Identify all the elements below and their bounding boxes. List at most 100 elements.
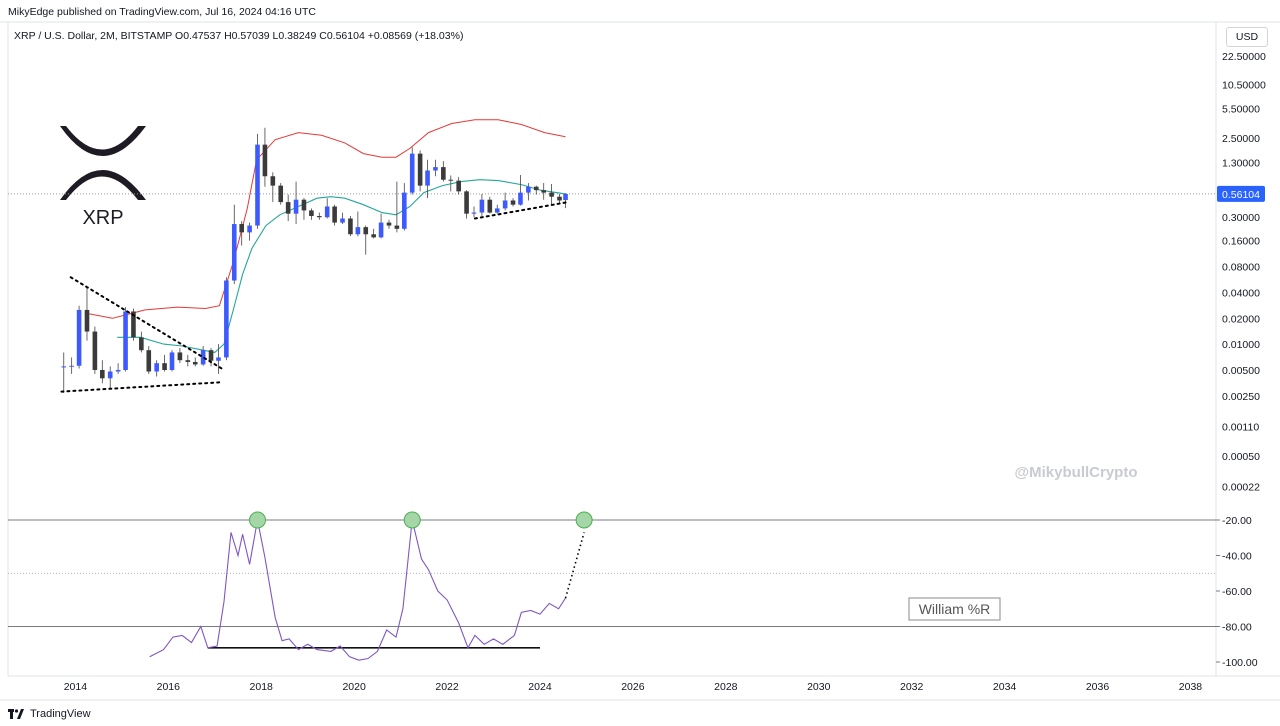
current-price-label: 0.56104 [1222,189,1260,201]
watermark: @MikybullCrypto [1015,464,1138,481]
candle-body [456,180,461,192]
candle-body [433,167,438,171]
williams-tick-label: -80.00 [1222,622,1252,634]
candle-body [69,365,74,367]
candle-body [123,311,128,370]
time-tick-label: 2034 [993,681,1017,693]
price-tick-label: 0.00022 [1222,482,1260,494]
candle-body [76,309,82,366]
candle-body [162,363,167,370]
time-tick-label: 2014 [64,681,88,693]
time-tick-label: 2016 [157,681,181,693]
time-tick-label: 2022 [435,681,459,693]
candle-body [115,369,121,372]
candle-body [216,357,221,361]
candle-body [309,210,314,217]
support-2022-2024-trendline [473,201,569,220]
candle-body [471,212,477,214]
candle-body [92,331,98,370]
candle-body [231,224,237,281]
williams-plot [8,511,1216,661]
price-tick-label: 2.50000 [1222,133,1260,145]
candle-body [262,144,268,177]
candle-body [502,200,508,209]
candle-body [285,202,291,214]
xrp-logo-text: XRP [82,207,123,229]
xrp-logo-icon [60,126,146,200]
williams-r-line [149,519,566,661]
price-tick-label: 0.04000 [1222,287,1260,299]
candle-body [107,371,113,379]
candle-body [340,218,345,223]
candle-body [541,190,547,193]
symbol-info: XRP / U.S. Dollar, 2M, BITSTAMP O0.47537… [14,30,464,42]
time-tick-label: 2036 [1086,681,1110,693]
williams-projection [564,532,585,599]
candle-body [464,191,469,214]
price-tick-label: 0.02000 [1222,313,1260,325]
candle-body [169,352,175,370]
williams-label-box: William %R [908,597,1001,621]
williams-tick-label: -40.00 [1222,551,1252,563]
tradingview-icon [8,709,24,719]
price-tick-label: 22.50000 [1222,51,1266,63]
price-tick-label: 0.00050 [1222,451,1260,463]
candle-body [255,144,260,226]
candle-body [378,222,384,238]
candle-body [100,369,105,379]
candle-body [316,216,322,218]
candle-body [487,199,493,213]
publisher-line: MikyEdge published on TradingView.com, J… [8,6,316,18]
time-tick-label: 2032 [900,681,924,693]
currency-button[interactable]: USD [1226,27,1268,47]
candle-body [371,234,376,238]
candle-body [185,360,191,362]
candle-body [494,208,500,213]
time-tick-label: 2024 [528,681,552,693]
main-plot [8,119,1216,393]
price-axis[interactable]: 22.50000 10.50000 5.50000 2.50000 1.30000 0.3… [1222,51,1266,493]
price-tick-label: 0.00500 [1222,365,1260,377]
williams-peak-marker [575,511,593,529]
candle-body [386,222,392,226]
time-tick-label: 2020 [342,681,366,693]
williams-label: William %R [919,601,991,617]
price-tick-label: 0.01000 [1222,339,1260,351]
williams-tick-label: -100.00 [1222,657,1258,669]
tradingview-footer[interactable]: TradingView [8,708,91,720]
candle-body [239,224,245,233]
candle-body [479,199,485,213]
time-tick-label: 2018 [250,681,274,693]
candle-body [247,225,252,233]
candle-body [448,179,454,181]
candle-body [563,193,568,201]
candle-body [154,363,159,372]
price-tick-label: 0.00250 [1222,391,1260,403]
time-axis[interactable]: 2014 2016 2018 2020 2022 2024 2026 2028 2030 2032… [64,681,1203,693]
tradingview-brand: TradingView [30,708,91,720]
candle-body [557,196,562,201]
price-tick-label: 0.08000 [1222,262,1260,274]
candle-body [131,311,136,338]
time-tick-label: 2038 [1179,681,1203,693]
candle-body [200,350,206,365]
candle-body [533,186,539,191]
candle-body [402,192,407,229]
williams-tick-label: -60.00 [1222,586,1252,598]
time-tick-label: 2030 [807,681,831,693]
williams-axis[interactable]: -20.00 -40.00 -60.00 -80.00 -100.00 [1216,515,1258,669]
moving-average-line [117,179,566,353]
candle-body [61,366,67,368]
candle-body [278,185,284,203]
triangle-upper-trendline [69,276,223,370]
candle-body [355,227,361,235]
price-tick-label: 0.16000 [1222,236,1260,248]
candle-body [293,199,299,214]
williams-peak-marker [248,511,266,529]
candle-body [324,206,330,218]
candle-body [363,227,369,235]
candle-body [139,337,144,351]
williams-peak-marker [403,511,421,529]
candle-body [332,206,337,223]
